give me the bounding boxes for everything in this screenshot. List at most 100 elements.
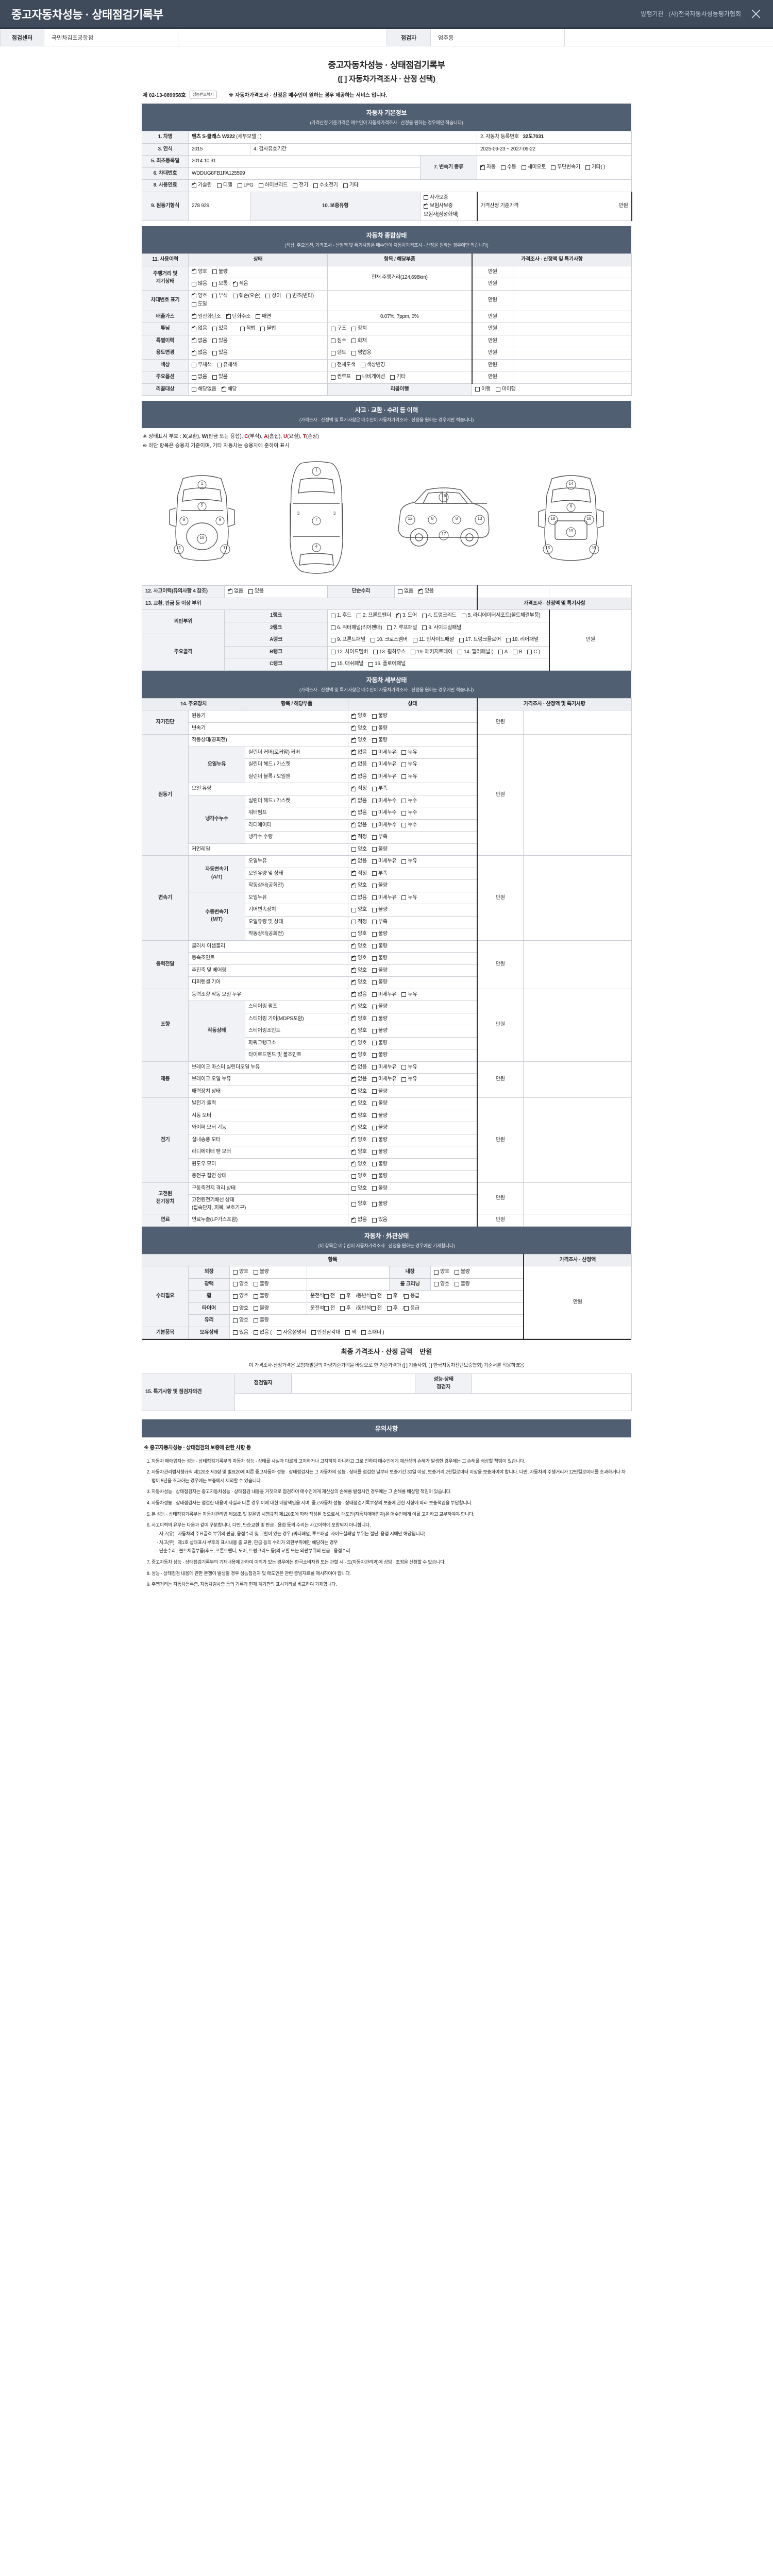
checkbox-option[interactable]: 불량 <box>372 906 388 914</box>
checkbox-box[interactable] <box>331 326 335 331</box>
checkbox-box[interactable] <box>372 907 377 912</box>
checkbox-box[interactable] <box>368 662 374 667</box>
checkbox-option[interactable]: 불량 <box>372 1137 388 1144</box>
checkbox-box[interactable] <box>351 907 356 912</box>
overall-row-price[interactable] <box>513 371 632 384</box>
checkbox-option[interactable]: 일산화탄소 <box>192 313 221 321</box>
checkbox-option[interactable]: 탄화수소 <box>226 313 250 321</box>
checkbox-box[interactable] <box>372 1174 377 1179</box>
checkbox-box[interactable] <box>461 613 466 618</box>
checkbox-option[interactable]: 없음 <box>351 773 367 781</box>
checkbox-box[interactable] <box>372 1149 377 1155</box>
checkbox-box[interactable] <box>192 375 196 380</box>
checkbox-option[interactable]: 미세누수 <box>372 798 397 805</box>
checkbox-option[interactable]: 양호 <box>351 942 367 951</box>
checkbox-box[interactable] <box>351 1039 356 1046</box>
checkbox-box[interactable] <box>351 1088 356 1094</box>
checkbox-box[interactable] <box>357 613 362 618</box>
checkbox-option[interactable]: 보통 <box>212 280 228 288</box>
checkbox-option[interactable]: 없음 <box>351 1076 367 1083</box>
checkbox-box[interactable] <box>351 724 356 731</box>
checkbox-option[interactable]: 양호 <box>233 1293 248 1300</box>
checkbox-option[interactable]: 양호 <box>351 1185 367 1193</box>
checkbox-option[interactable]: 전체도색 <box>331 362 356 369</box>
overall-row-price[interactable] <box>513 278 632 291</box>
checkbox-option[interactable]: 양호 <box>351 955 367 962</box>
overall-row-price[interactable] <box>513 359 632 371</box>
checkbox-box[interactable] <box>404 1294 409 1299</box>
checkbox-box[interactable] <box>331 350 335 355</box>
position-option[interactable]: 전 <box>371 1305 382 1313</box>
overall-row-price[interactable] <box>513 265 632 278</box>
checkbox-box[interactable] <box>434 1282 439 1287</box>
checkbox-box[interactable] <box>372 750 377 755</box>
checkbox-box[interactable] <box>351 979 356 985</box>
checkbox-option[interactable]: 없음 <box>351 821 367 829</box>
checkbox-box[interactable] <box>412 637 417 642</box>
checkbox-box[interactable] <box>351 895 356 901</box>
checkbox-option[interactable]: 없음 <box>351 1216 367 1224</box>
checkbox-option[interactable]: 불량 <box>372 930 388 938</box>
checkbox-box[interactable] <box>351 350 356 355</box>
checkbox-box[interactable] <box>212 375 217 380</box>
checkbox-option[interactable]: 화재 <box>351 337 367 345</box>
checkbox-box[interactable] <box>372 1138 377 1143</box>
detail-price-value[interactable] <box>523 734 632 856</box>
checkbox-box[interactable] <box>233 1294 238 1299</box>
checkbox-box[interactable] <box>286 294 291 299</box>
accident-history-option[interactable]: 없음 <box>228 588 243 596</box>
checkbox-option[interactable]: 적정 <box>351 785 367 793</box>
checkbox-option[interactable]: 적정 <box>351 834 367 841</box>
detail-price-value[interactable] <box>523 1182 632 1214</box>
simple-repair-option[interactable]: 있음 <box>418 588 434 596</box>
checkbox-option[interactable]: 부족 <box>372 834 388 841</box>
checkbox-box[interactable] <box>351 1052 356 1058</box>
checkbox-box[interactable] <box>293 183 298 188</box>
fuel-option[interactable]: 전기 <box>293 182 308 190</box>
fuel-option[interactable]: 가솔린 <box>192 182 212 190</box>
checkbox-box[interactable] <box>390 375 395 380</box>
checkbox-option[interactable]: 많음 <box>192 280 207 288</box>
checkbox-option[interactable]: 양호 <box>351 1027 367 1035</box>
checkbox-option[interactable]: 양호 <box>351 967 367 975</box>
checkbox-box[interactable] <box>340 1306 345 1311</box>
checkbox-box[interactable] <box>260 326 265 331</box>
checkbox-box[interactable] <box>192 363 196 368</box>
checkbox-option[interactable]: 양호 <box>351 1124 367 1132</box>
checkbox-box[interactable] <box>343 183 348 188</box>
checkbox-box[interactable] <box>372 786 377 791</box>
checkbox-box[interactable] <box>372 1113 377 1118</box>
checkbox-box[interactable] <box>372 968 377 973</box>
checkbox-box[interactable] <box>585 165 590 170</box>
checkbox-box[interactable] <box>351 1100 356 1106</box>
checkbox-box[interactable] <box>277 1330 282 1335</box>
checkbox-box[interactable] <box>232 280 238 286</box>
checkbox-option[interactable]: 양호 <box>351 1003 367 1011</box>
checkbox-box[interactable] <box>351 870 356 876</box>
checkbox-box[interactable] <box>434 1269 439 1275</box>
checkbox-box[interactable] <box>351 955 356 961</box>
checkbox-box[interactable] <box>372 895 377 901</box>
checkbox-option[interactable]: 불량 <box>372 725 388 733</box>
checkbox-box[interactable] <box>351 967 356 973</box>
checkbox-option[interactable]: 미세누수 <box>372 809 397 817</box>
checkbox-box[interactable] <box>212 350 217 355</box>
checkbox-box[interactable] <box>340 1294 345 1299</box>
overall-row-price[interactable] <box>513 347 632 360</box>
checkbox-box[interactable] <box>372 992 377 997</box>
checkbox-box[interactable] <box>372 1041 377 1046</box>
checkbox-box[interactable] <box>192 302 196 307</box>
checkbox-box[interactable] <box>331 625 335 631</box>
checkbox-option[interactable]: 양호 <box>351 1088 367 1096</box>
hold-extra-option[interactable]: 스패너 ) <box>361 1329 384 1337</box>
checkbox-option[interactable]: 양호 <box>351 930 367 938</box>
checkbox-box[interactable] <box>372 1004 377 1009</box>
pillar-option[interactable]: B <box>512 649 523 656</box>
transmission-option[interactable]: 세미오토 <box>521 164 546 172</box>
checkbox-box[interactable] <box>351 991 356 997</box>
checkbox-option[interactable]: 부식 <box>212 293 228 300</box>
checkbox-box[interactable] <box>313 183 318 188</box>
position-option[interactable]: 후 <box>340 1305 351 1313</box>
checkbox-box[interactable] <box>351 749 356 755</box>
checkbox-box[interactable] <box>372 847 377 852</box>
